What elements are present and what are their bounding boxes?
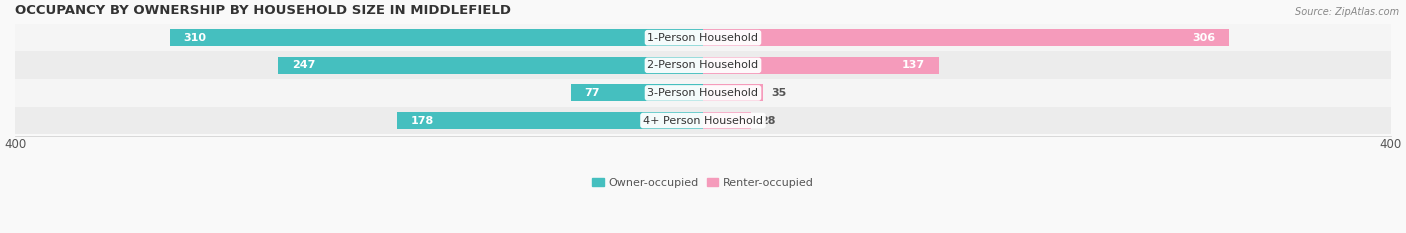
Text: 35: 35 bbox=[772, 88, 787, 98]
Bar bbox=[278, 57, 703, 74]
Bar bbox=[703, 84, 763, 102]
Bar bbox=[15, 24, 1391, 51]
Text: 178: 178 bbox=[411, 116, 434, 126]
Bar bbox=[396, 112, 703, 129]
Text: Source: ZipAtlas.com: Source: ZipAtlas.com bbox=[1295, 7, 1399, 17]
Text: 247: 247 bbox=[292, 60, 315, 70]
Bar bbox=[15, 79, 1391, 107]
Bar bbox=[15, 107, 1391, 134]
Text: 4+ Person Household: 4+ Person Household bbox=[643, 116, 763, 126]
Bar bbox=[170, 29, 703, 46]
Bar bbox=[703, 29, 1229, 46]
Text: 310: 310 bbox=[184, 33, 207, 43]
Text: OCCUPANCY BY OWNERSHIP BY HOUSEHOLD SIZE IN MIDDLEFIELD: OCCUPANCY BY OWNERSHIP BY HOUSEHOLD SIZE… bbox=[15, 4, 512, 17]
Bar bbox=[703, 112, 751, 129]
Text: 3-Person Household: 3-Person Household bbox=[648, 88, 758, 98]
Bar bbox=[571, 84, 703, 102]
Bar bbox=[703, 57, 939, 74]
Text: 137: 137 bbox=[901, 60, 925, 70]
Text: 306: 306 bbox=[1192, 33, 1215, 43]
Text: 1-Person Household: 1-Person Household bbox=[648, 33, 758, 43]
Text: 77: 77 bbox=[585, 88, 600, 98]
Text: 2-Person Household: 2-Person Household bbox=[647, 60, 759, 70]
Legend: Owner-occupied, Renter-occupied: Owner-occupied, Renter-occupied bbox=[588, 173, 818, 192]
Text: 28: 28 bbox=[759, 116, 775, 126]
Bar bbox=[15, 51, 1391, 79]
